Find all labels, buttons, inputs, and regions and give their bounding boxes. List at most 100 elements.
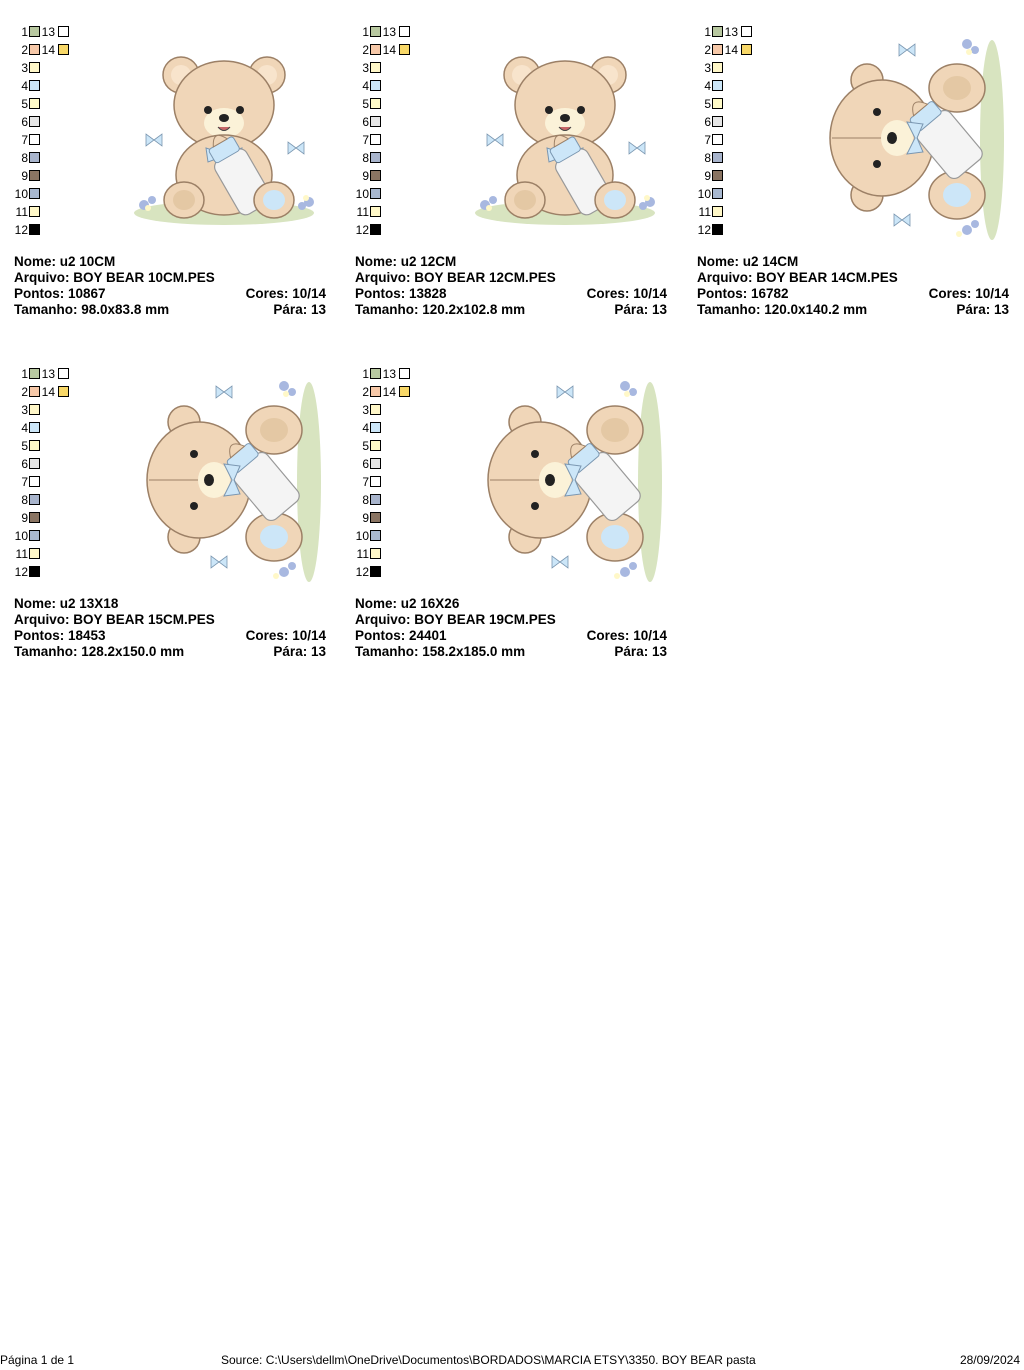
color-number: 4 xyxy=(704,79,711,93)
color-swatch xyxy=(741,26,752,37)
name-label: Nome: xyxy=(14,254,57,269)
flower-cluster-bottom xyxy=(273,562,296,579)
color-swatch xyxy=(370,206,381,217)
colors-label: Cores: xyxy=(586,628,630,643)
color-swatch xyxy=(399,44,410,55)
color-number: 11 xyxy=(356,547,369,561)
stitches-value: 18453 xyxy=(68,628,106,643)
size-label: Tamanho: xyxy=(355,644,419,659)
color-swatch xyxy=(58,386,69,397)
color-swatch xyxy=(370,62,381,73)
name-value: u2 16X26 xyxy=(400,596,460,611)
stops-label: Pára: xyxy=(614,644,649,659)
butterfly-icon xyxy=(215,385,233,399)
color-number: 1 xyxy=(21,367,28,381)
bear-eye-top xyxy=(873,108,881,116)
size-label: Tamanho: xyxy=(14,302,78,317)
grass-patch xyxy=(638,382,662,582)
bow-tie xyxy=(564,463,582,497)
name-row: Nome: u2 10CM xyxy=(14,254,332,270)
stops-field: Pára: 13 xyxy=(956,302,1009,318)
color-swatch xyxy=(29,26,40,37)
butterfly-icon xyxy=(556,385,574,399)
embroidery-preview xyxy=(807,30,1007,244)
size-label: Tamanho: xyxy=(14,644,78,659)
color-number: 1 xyxy=(362,367,369,381)
color-swatch xyxy=(29,152,40,163)
bow-tie xyxy=(223,463,241,497)
color-number: 3 xyxy=(704,61,711,75)
color-number: 10 xyxy=(697,187,711,201)
color-number: 9 xyxy=(704,169,711,183)
size-label: Tamanho: xyxy=(697,302,761,317)
color-swatch xyxy=(712,26,723,37)
color-number: 3 xyxy=(21,403,28,417)
name-value: u2 13X18 xyxy=(59,596,119,611)
color-number: 10 xyxy=(355,187,369,201)
stitches-row: Pontos: 13828 Cores: 10/14 xyxy=(355,286,673,302)
color-swatch xyxy=(370,224,381,235)
grass-patch xyxy=(297,382,321,582)
bear-nose xyxy=(545,474,555,486)
stitches-value: 13828 xyxy=(409,286,447,301)
butterfly-icon xyxy=(893,213,911,227)
design-info: Nome: u2 13X18 Arquivo: BOY BEAR 15CM.PE… xyxy=(14,596,332,660)
butterfly-icon xyxy=(551,555,569,569)
design-info: Nome: u2 10CM Arquivo: BOY BEAR 10CM.PES… xyxy=(14,254,332,318)
stops-value: 13 xyxy=(993,302,1009,317)
color-swatch xyxy=(712,152,723,163)
color-number: 9 xyxy=(21,511,28,525)
color-swatch xyxy=(399,368,410,379)
color-swatch xyxy=(370,476,381,487)
bear-nose xyxy=(219,114,229,122)
color-number: 13 xyxy=(382,367,396,381)
color-number: 3 xyxy=(21,61,28,75)
size-row: Tamanho: 158.2x185.0 mm Pára: 13 xyxy=(355,644,673,660)
name-value: u2 12CM xyxy=(400,254,457,269)
bear-sitting-illustration xyxy=(134,56,314,225)
color-swatch xyxy=(370,422,381,433)
name-value: u2 14CM xyxy=(742,254,799,269)
flower-cluster-top xyxy=(962,39,979,55)
color-swatch xyxy=(712,62,723,73)
design-card: 1 2 3 4 5 6 7 8 9 10 xyxy=(355,24,673,346)
color-number: 9 xyxy=(21,169,28,183)
color-number: 11 xyxy=(15,205,28,219)
embroidery-preview xyxy=(124,30,324,244)
color-number: 11 xyxy=(698,205,711,219)
design-info: Nome: u2 16X26 Arquivo: BOY BEAR 19CM.PE… xyxy=(355,596,673,660)
bear-eye-right xyxy=(577,106,585,114)
stitches-row: Pontos: 24401 Cores: 10/14 xyxy=(355,628,673,644)
color-swatch xyxy=(370,404,381,415)
color-number: 7 xyxy=(21,475,28,489)
stitches-row: Pontos: 10867 Cores: 10/14 xyxy=(14,286,332,302)
color-number: 8 xyxy=(704,151,711,165)
design-card: 1 2 3 4 5 6 7 8 9 10 xyxy=(697,24,1015,346)
color-number: 2 xyxy=(362,43,369,57)
color-number: 5 xyxy=(21,97,28,111)
color-number: 2 xyxy=(21,43,28,57)
color-swatch xyxy=(370,134,381,145)
color-swatch xyxy=(712,80,723,91)
color-swatch xyxy=(29,476,40,487)
color-number: 3 xyxy=(362,61,369,75)
color-swatch xyxy=(370,512,381,523)
color-swatch xyxy=(370,170,381,181)
stops-value: 13 xyxy=(310,644,326,659)
butterfly-icon xyxy=(486,133,504,147)
color-number: 2 xyxy=(21,385,28,399)
name-label: Nome: xyxy=(355,596,398,611)
print-date: 28/09/2024 xyxy=(959,1353,1020,1367)
color-swatch xyxy=(58,44,69,55)
color-number: 6 xyxy=(21,457,28,471)
file-label: Arquivo: xyxy=(355,612,411,627)
flower-cluster-top xyxy=(620,381,637,397)
embroidery-preview xyxy=(465,30,665,244)
colors-value: 10/14 xyxy=(633,628,667,643)
color-number: 12 xyxy=(14,223,28,237)
flower-cluster-bottom xyxy=(956,220,979,237)
color-number: 12 xyxy=(355,223,369,237)
color-swatch xyxy=(370,44,381,55)
stops-label: Pára: xyxy=(273,302,308,317)
color-swatch xyxy=(29,404,40,415)
